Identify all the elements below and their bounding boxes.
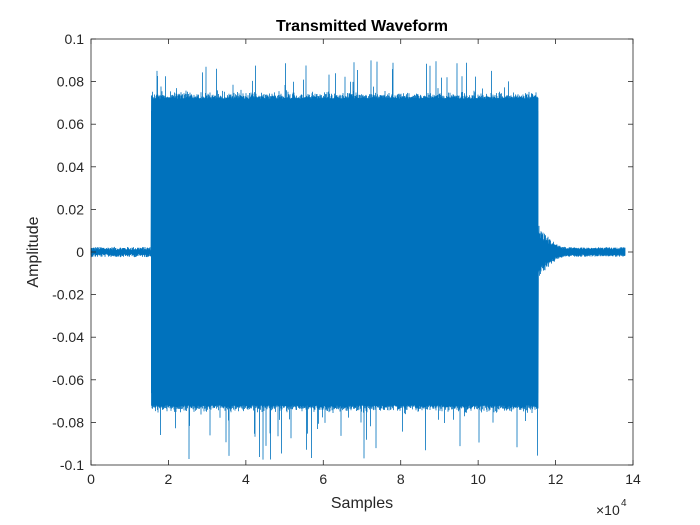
- y-axis-ticks: -0.1 -0.08 -0.06 -0.04 -0.02 0 0.02 0.04 0.06 0.0…: [52, 31, 633, 473]
- x-tick-label: 10: [470, 471, 486, 487]
- x-tick-label: 12: [548, 471, 564, 487]
- x-tick-label: 8: [397, 471, 405, 487]
- y-tick-label: -0.08: [52, 414, 84, 430]
- y-tick-label: 0.08: [57, 74, 84, 90]
- x-axis-label: Samples: [331, 495, 393, 512]
- y-tick-label: -0.06: [52, 372, 84, 388]
- x-tick-label: 2: [165, 471, 173, 487]
- y-tick-label: 0: [76, 244, 84, 260]
- x-axis-ticks: 0 2 4 6 8 10 12 14: [87, 39, 641, 487]
- x-axis-exponent-base: ×10: [596, 502, 620, 518]
- y-tick-label: 0.02: [57, 201, 84, 217]
- y-tick-label: 0.1: [65, 31, 85, 47]
- y-tick-label: 0.04: [57, 159, 84, 175]
- chart-title: Transmitted Waveform: [276, 18, 448, 35]
- waveform-series: [90, 60, 626, 460]
- x-tick-label: 4: [242, 471, 250, 487]
- x-tick-label: 6: [319, 471, 327, 487]
- y-tick-label: -0.1: [60, 457, 84, 473]
- x-tick-label: 14: [625, 471, 641, 487]
- y-tick-label: -0.02: [52, 287, 84, 303]
- burst-core: [151, 110, 539, 394]
- y-tick-label: -0.04: [52, 329, 84, 345]
- y-tick-label: 0.06: [57, 116, 84, 132]
- x-tick-label: 0: [87, 471, 95, 487]
- y-axis-label: Amplitude: [25, 216, 42, 287]
- x-axis-exponent-power: 4: [621, 498, 627, 509]
